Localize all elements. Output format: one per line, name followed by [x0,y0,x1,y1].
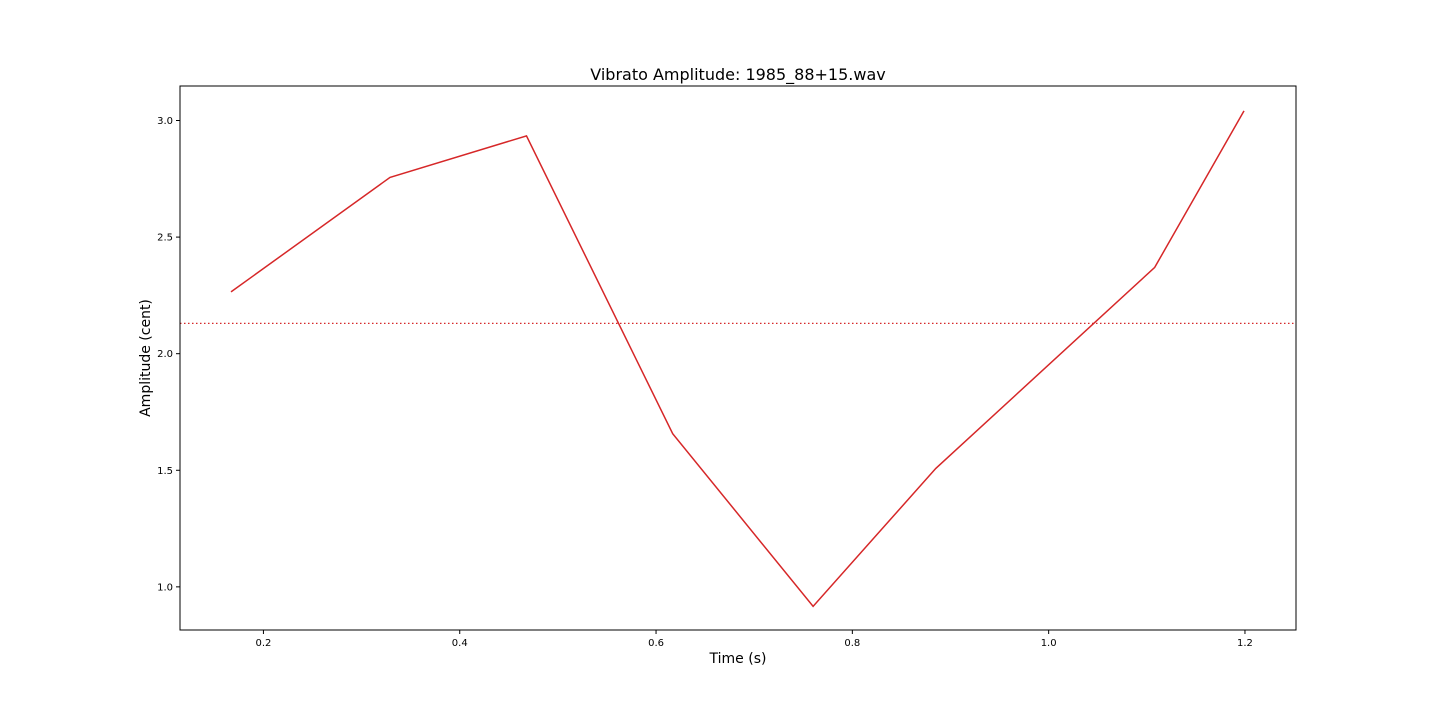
x-tick-label: 1.2 [1237,638,1253,649]
axes-background [180,86,1296,630]
x-tick-label: 0.6 [648,638,664,649]
x-tick-label: 0.2 [255,638,271,649]
y-axis-ticks: 1.0 1.5 2.0 2.5 3.0 [157,116,180,593]
chart-title: Vibrato Amplitude: 1985_88+15.wav [590,65,885,85]
x-tick-label: 1.0 [1041,638,1057,649]
x-tick-label: 0.4 [452,638,468,649]
plot-area [179,85,1297,631]
y-tick-label: 1.0 [157,582,173,593]
series-layer [230,110,1245,608]
y-tick-label: 1.5 [157,466,173,477]
y-tick-label: 2.0 [157,349,173,360]
y-tick-label: 2.5 [157,233,173,244]
axes-frame [179,85,1297,631]
y-tick-label: 3.0 [157,116,173,127]
series-line [230,110,1245,608]
y-axis-label: Amplitude (cent) [138,299,154,417]
x-axis-label: Time (s) [709,651,767,667]
x-tick-label: 0.8 [844,638,860,649]
x-axis-ticks: 0.2 0.4 0.6 0.8 1.0 1.2 [255,630,1253,649]
